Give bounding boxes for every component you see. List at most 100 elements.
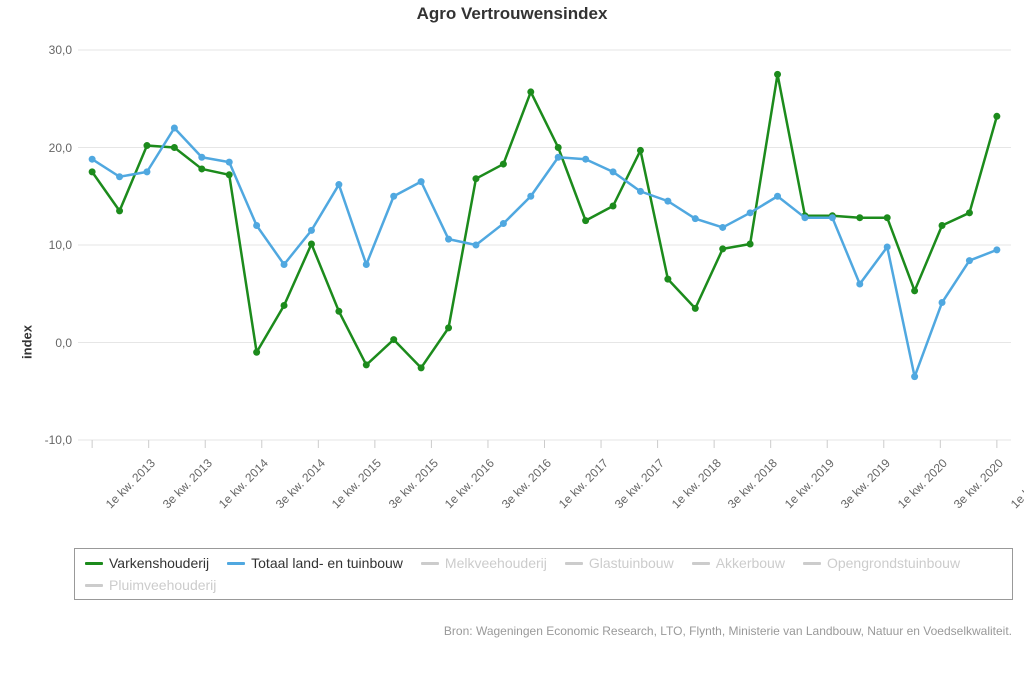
legend-items: Varkenshouderij Totaal land- en tuinbouw M…: [75, 549, 1012, 599]
data-point[interactable]: [445, 324, 452, 331]
data-point[interactable]: [89, 156, 96, 163]
data-point[interactable]: [939, 222, 946, 229]
data-point[interactable]: [253, 222, 260, 229]
data-point[interactable]: [939, 299, 946, 306]
legend-label: Totaal land- en tuinbouw: [251, 555, 403, 571]
data-point[interactable]: [363, 261, 370, 268]
data-point[interactable]: [500, 220, 507, 227]
x-tick-label: 1e kw. 2015: [329, 456, 384, 511]
data-point[interactable]: [198, 165, 205, 172]
legend-swatch: [85, 584, 103, 587]
legend-label: Varkenshouderij: [109, 555, 209, 571]
data-point[interactable]: [116, 173, 123, 180]
data-point[interactable]: [226, 171, 233, 178]
x-tick-label: 3e kw. 2014: [273, 456, 328, 511]
data-point[interactable]: [911, 373, 918, 380]
data-point[interactable]: [582, 217, 589, 224]
data-point[interactable]: [884, 214, 891, 221]
data-point[interactable]: [116, 207, 123, 214]
data-point[interactable]: [335, 181, 342, 188]
data-point[interactable]: [281, 302, 288, 309]
data-point[interactable]: [911, 287, 918, 294]
data-point[interactable]: [856, 281, 863, 288]
legend-item[interactable]: Totaal land- en tuinbouw: [227, 555, 403, 571]
data-point[interactable]: [610, 203, 617, 210]
y-tick-label: -10,0: [0, 433, 72, 447]
legend-label: Opengrondstuinbouw: [827, 555, 960, 571]
legend-swatch: [227, 562, 245, 565]
legend-item[interactable]: Akkerbouw: [692, 555, 785, 571]
plot-svg: [78, 50, 1011, 440]
data-point[interactable]: [637, 188, 644, 195]
data-point[interactable]: [582, 156, 589, 163]
legend-item[interactable]: Pluimveehouderij: [85, 577, 216, 593]
data-point[interactable]: [253, 349, 260, 356]
data-point[interactable]: [390, 336, 397, 343]
data-point[interactable]: [774, 193, 781, 200]
data-point[interactable]: [472, 175, 479, 182]
chart-container: Agro Vertrouwensindex index -10,00,010,0…: [0, 0, 1024, 683]
data-point[interactable]: [472, 242, 479, 249]
legend-swatch: [565, 562, 583, 565]
data-point[interactable]: [637, 147, 644, 154]
data-point[interactable]: [281, 261, 288, 268]
data-point[interactable]: [527, 88, 534, 95]
credits-label: Bron: Wageningen Economic Research, LTO,…: [12, 624, 1012, 638]
legend-item[interactable]: Melkveehouderij: [421, 555, 547, 571]
data-point[interactable]: [966, 209, 973, 216]
data-point[interactable]: [143, 168, 150, 175]
data-point[interactable]: [884, 243, 891, 250]
legend-item[interactable]: Glastuinbouw: [565, 555, 674, 571]
data-point[interactable]: [747, 241, 754, 248]
data-point[interactable]: [418, 178, 425, 185]
legend-item[interactable]: Opengrondstuinbouw: [803, 555, 960, 571]
data-point[interactable]: [418, 364, 425, 371]
y-tick-label: 20,0: [0, 141, 72, 155]
data-point[interactable]: [555, 144, 562, 151]
data-point[interactable]: [692, 215, 699, 222]
data-point[interactable]: [308, 227, 315, 234]
data-point[interactable]: [89, 168, 96, 175]
data-point[interactable]: [171, 144, 178, 151]
data-point[interactable]: [719, 224, 726, 231]
data-point[interactable]: [390, 193, 397, 200]
x-tick-label: 1e kw. 2013: [103, 456, 158, 511]
data-point[interactable]: [445, 236, 452, 243]
x-tick-label: 1e kw. 2014: [216, 456, 271, 511]
data-point[interactable]: [308, 241, 315, 248]
data-point[interactable]: [171, 125, 178, 132]
legend-label: Pluimveehouderij: [109, 577, 216, 593]
data-point[interactable]: [993, 246, 1000, 253]
data-point[interactable]: [801, 214, 808, 221]
data-point[interactable]: [143, 142, 150, 149]
data-point[interactable]: [527, 193, 534, 200]
data-point[interactable]: [774, 71, 781, 78]
x-tick-label: 1e kw. 2017: [555, 456, 610, 511]
legend-item[interactable]: Varkenshouderij: [85, 555, 209, 571]
data-point[interactable]: [610, 168, 617, 175]
legend-label: Akkerbouw: [716, 555, 785, 571]
x-tick-label: 1e kw. 2019: [781, 456, 836, 511]
x-tick-label: 1e kw. 2020: [895, 456, 950, 511]
data-point[interactable]: [363, 361, 370, 368]
data-point[interactable]: [829, 214, 836, 221]
data-point[interactable]: [664, 276, 671, 283]
legend: Varkenshouderij Totaal land- en tuinbouw M…: [74, 548, 1013, 600]
data-point[interactable]: [692, 305, 699, 312]
data-point[interactable]: [747, 209, 754, 216]
data-point[interactable]: [993, 113, 1000, 120]
plot-area: [78, 50, 1011, 440]
data-point[interactable]: [966, 257, 973, 264]
data-point[interactable]: [664, 198, 671, 205]
y-tick-label: 30,0: [0, 43, 72, 57]
x-tick-label: 1e kw. 2021: [1008, 456, 1024, 511]
series-line[interactable]: [92, 74, 997, 367]
data-point[interactable]: [856, 214, 863, 221]
legend-label: Glastuinbouw: [589, 555, 674, 571]
data-point[interactable]: [500, 161, 507, 168]
data-point[interactable]: [335, 308, 342, 315]
data-point[interactable]: [555, 154, 562, 161]
data-point[interactable]: [719, 245, 726, 252]
data-point[interactable]: [198, 154, 205, 161]
data-point[interactable]: [226, 159, 233, 166]
